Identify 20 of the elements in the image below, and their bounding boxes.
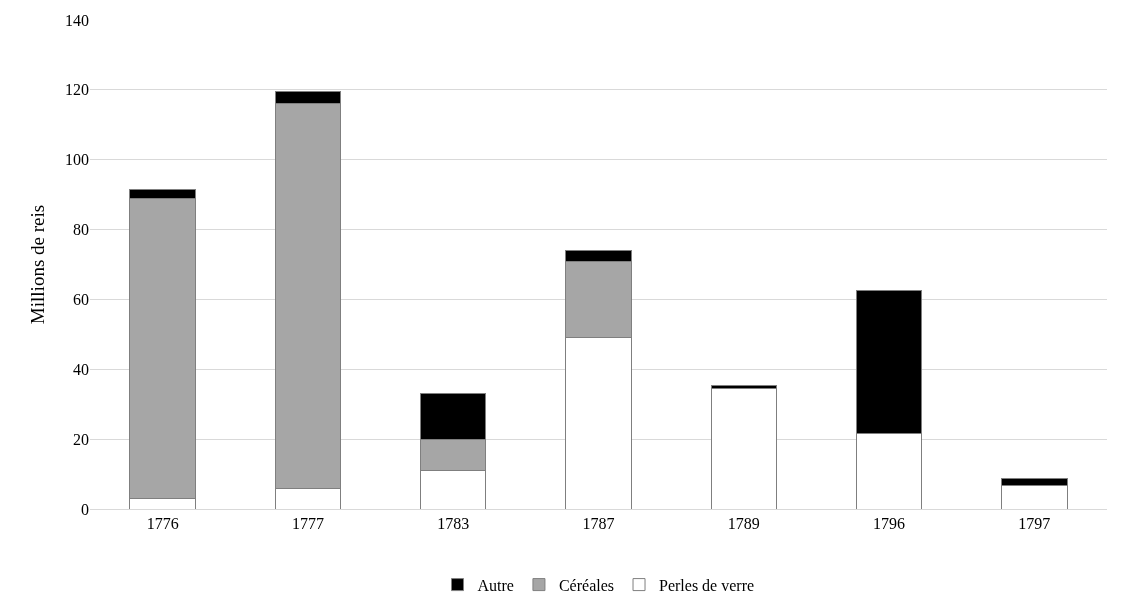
y-tick-label: 20 <box>73 430 89 448</box>
legend-label: Céréales <box>558 576 615 594</box>
x-tick-label: 1789 <box>727 515 760 533</box>
legend-label: Perles de verre <box>659 576 755 594</box>
y-tick-label: 60 <box>73 291 89 309</box>
legend-label: Autre <box>477 576 514 594</box>
x-tick-label: 1796 <box>873 515 906 533</box>
x-tick-label: 1787 <box>582 515 615 533</box>
y-tick-label: 120 <box>65 81 89 99</box>
x-tick-label: 1777 <box>291 515 324 533</box>
y-axis-title: Millions de reis <box>26 204 48 325</box>
x-tick-label: 1797 <box>1018 515 1051 533</box>
y-tick-label: 80 <box>73 221 89 239</box>
x-tick-label: 1776 <box>146 515 179 533</box>
bar <box>710 388 777 509</box>
y-tick-label: 40 <box>73 360 89 378</box>
y-tick-label: 0 <box>81 500 89 518</box>
x-tick-label: 1783 <box>437 515 470 533</box>
y-tick-label: 100 <box>65 151 89 169</box>
y-tick-label: 140 <box>65 11 89 29</box>
